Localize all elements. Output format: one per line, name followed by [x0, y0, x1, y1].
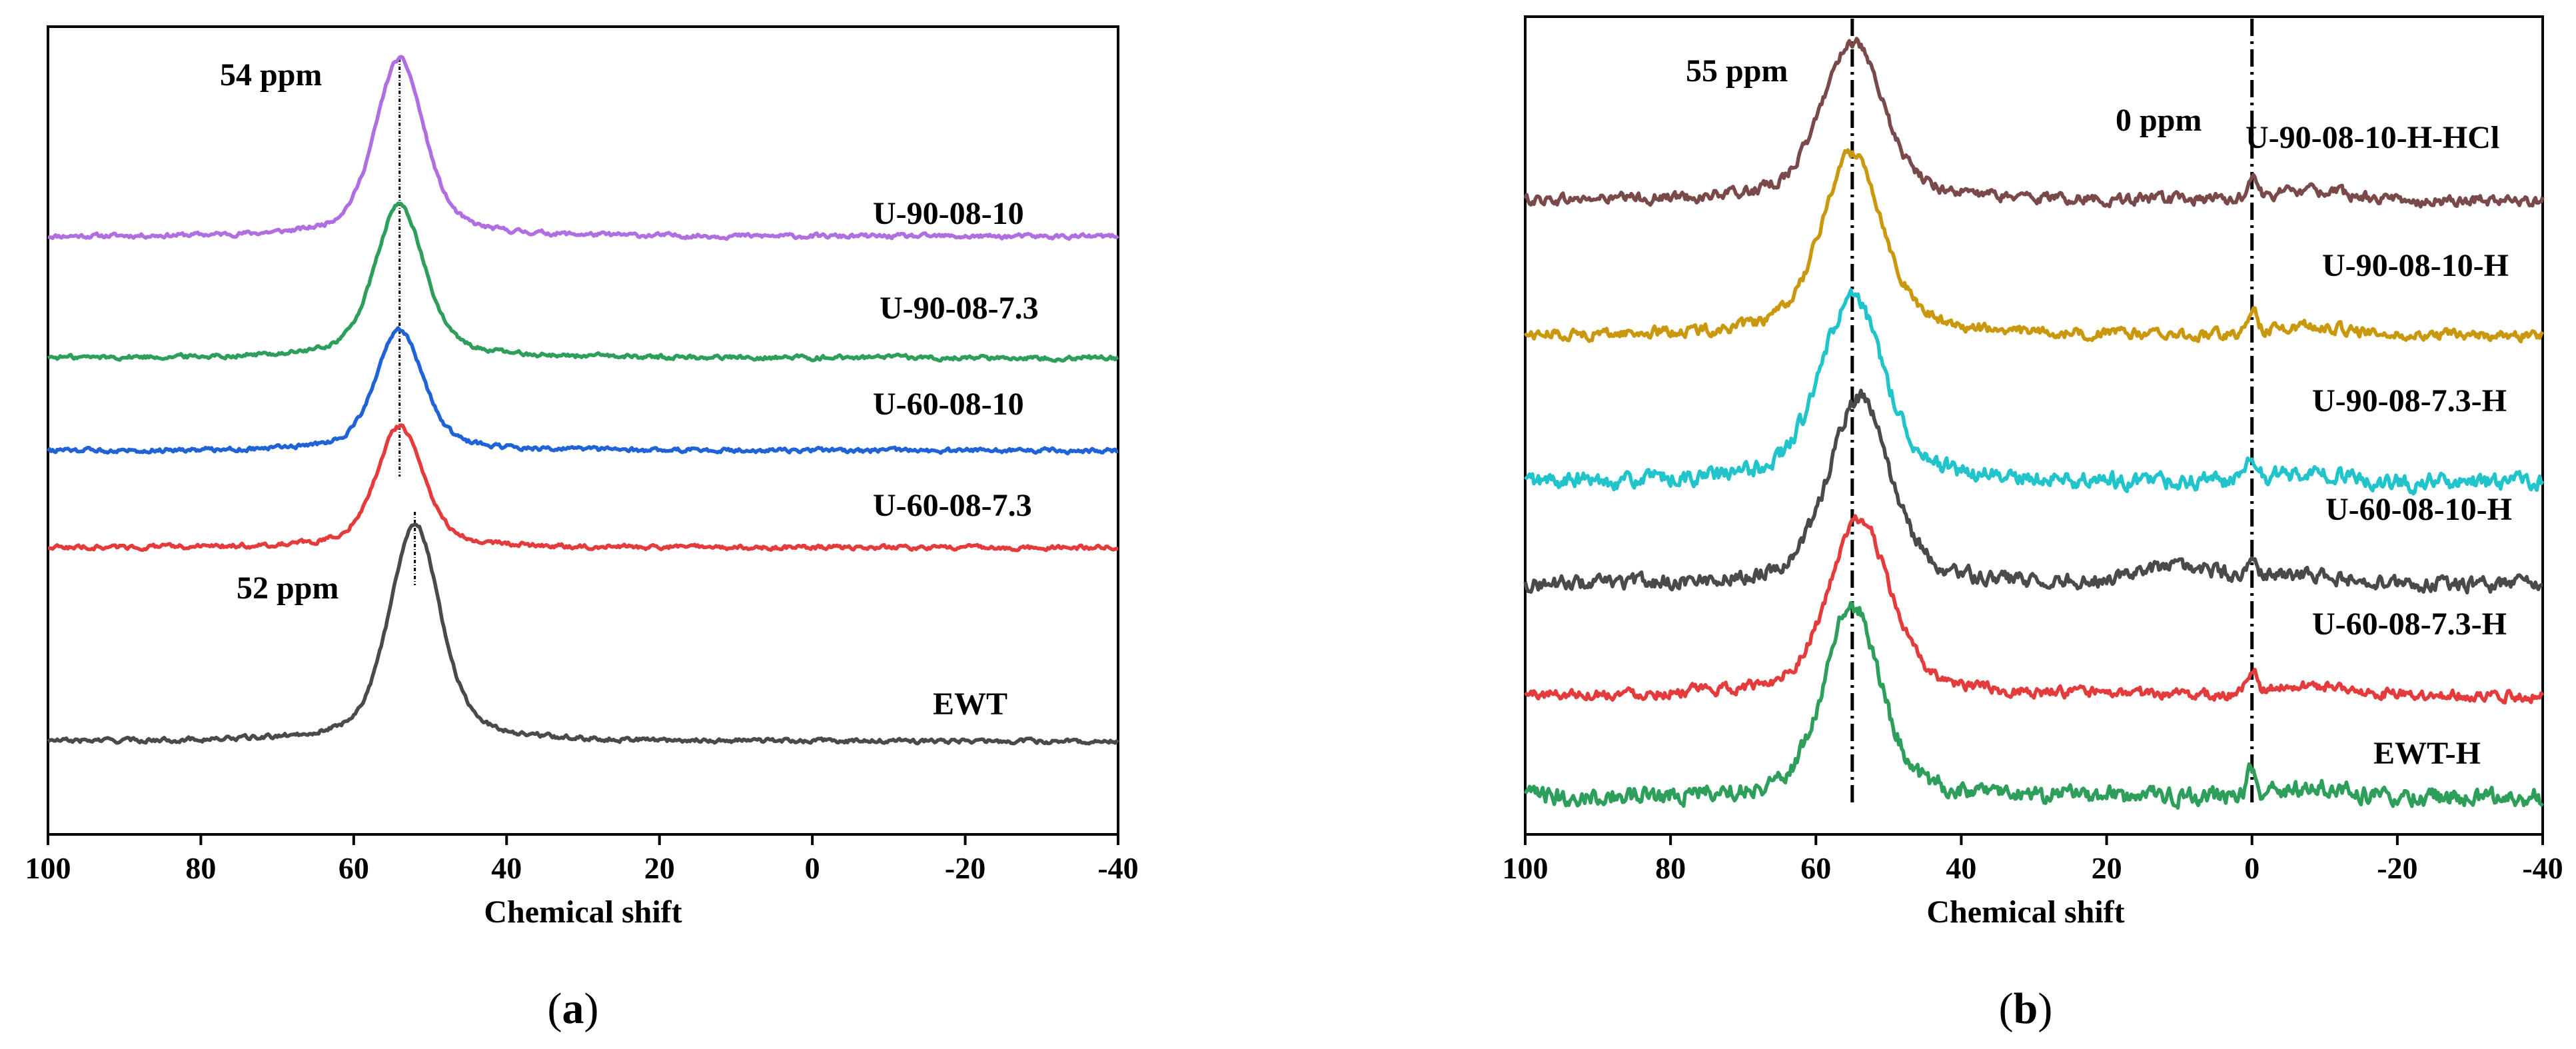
annotation-52ppm: 52 ppm [237, 570, 338, 606]
xtick-label-0: 0 [2244, 851, 2259, 885]
annotation-0ppm: 0 ppm [2116, 103, 2202, 138]
series-line-u-90-08-10 [47, 55, 1119, 241]
legend-label-u-90-08-10: U-90-08-10 [873, 196, 1024, 231]
series-line-u-60-08-10 [46, 326, 1119, 456]
series-line-u-90-08-7.3 [47, 201, 1119, 363]
xtick-label--20: -20 [945, 851, 985, 885]
annotation-54ppm: 54 ppm [220, 57, 322, 93]
panel-b-letter: b [2014, 984, 2038, 1033]
annotation-55ppm: 55 ppm [1686, 53, 1788, 89]
panel-a-series [46, 55, 1119, 746]
legend-label-u-60-08-10-h: U-60-08-10-H [2325, 492, 2512, 527]
series-line-u-60-08-7.3 [47, 423, 1119, 552]
legend-label-u-60-08-10: U-60-08-10 [873, 387, 1024, 422]
xtick-label-60: 60 [338, 851, 369, 885]
series-line-u-60-08-10-h [1523, 389, 2543, 595]
panel-a-xaxis-title: Chemical shift [484, 894, 682, 930]
series-line-u-60-08-7.3-h [1524, 514, 2545, 705]
xtick-label-0: 0 [805, 851, 820, 885]
panel-a-letter: a [562, 984, 584, 1033]
legend-label-ewt: EWT [933, 686, 1007, 722]
panel-a-reference-lines [398, 59, 416, 585]
panel-a-label: (a) [548, 984, 599, 1033]
xtick-label-80: 80 [185, 851, 216, 885]
legend-label-u-90-08-7.3: U-90-08-7.3 [880, 291, 1039, 326]
xtick-label-80: 80 [1655, 851, 1686, 885]
xtick-label-100: 100 [1503, 851, 1549, 885]
panel-a: 100 80 60 40 20 0 -20 -40 54 ppm 52 ppm U-90-08… [25, 25, 1139, 1033]
xtick-label-40: 40 [491, 851, 522, 885]
legend-label-u-60-08-7.3: U-60-08-7.3 [873, 488, 1032, 523]
panel-a-frame [47, 25, 1119, 836]
series-line-u-90-08-10-h [1523, 148, 2545, 344]
panel-b-series [1523, 37, 2545, 810]
xtick-label--40: -40 [2522, 851, 2563, 885]
xtick-label-20: 20 [644, 851, 675, 885]
series-line-u-90-08-7.3-h [1523, 288, 2545, 496]
legend-label-u-60-08-7.3-h: U-60-08-7.3-H [2312, 606, 2507, 642]
legend-label-u-90-08-10-h-hcl: U-90-08-10-H-HCl [2246, 120, 2499, 155]
panel-b-frame [1524, 15, 2544, 836]
xtick-label-40: 40 [1946, 851, 1976, 885]
xtick-label-60: 60 [1800, 851, 1831, 885]
panel-b-label: (b) [1999, 984, 2053, 1033]
series-line-ewt [47, 523, 1119, 746]
panel-b-xaxis: 100 80 60 40 20 0 -20 -40 [1503, 834, 2563, 885]
legend-label-u-90-08-10-h: U-90-08-10-H [2322, 248, 2509, 283]
xtick-label-20: 20 [2092, 851, 2122, 885]
panel-b-xaxis-title: Chemical shift [1926, 894, 2124, 930]
panel-a-xaxis: 100 80 60 40 20 0 -20 -40 [25, 834, 1139, 885]
legend-label-u-90-08-7.3-h: U-90-08-7.3-H [2312, 383, 2507, 419]
xtick-label-100: 100 [25, 851, 71, 885]
legend-label-ewt-h: EWT-H [2373, 736, 2481, 771]
series-line-u-90-08-10-h-hcl [1523, 37, 2545, 209]
xtick-label--20: -20 [2377, 851, 2417, 885]
panel-b-reference-lines [1850, 19, 2254, 808]
series-line-ewt-h [1523, 600, 2544, 810]
panel-b: 100 80 60 40 20 0 -20 -40 55 ppm 0 ppm U-90-08-… [1503, 15, 2563, 1033]
xtick-label--40: -40 [1097, 851, 1138, 885]
